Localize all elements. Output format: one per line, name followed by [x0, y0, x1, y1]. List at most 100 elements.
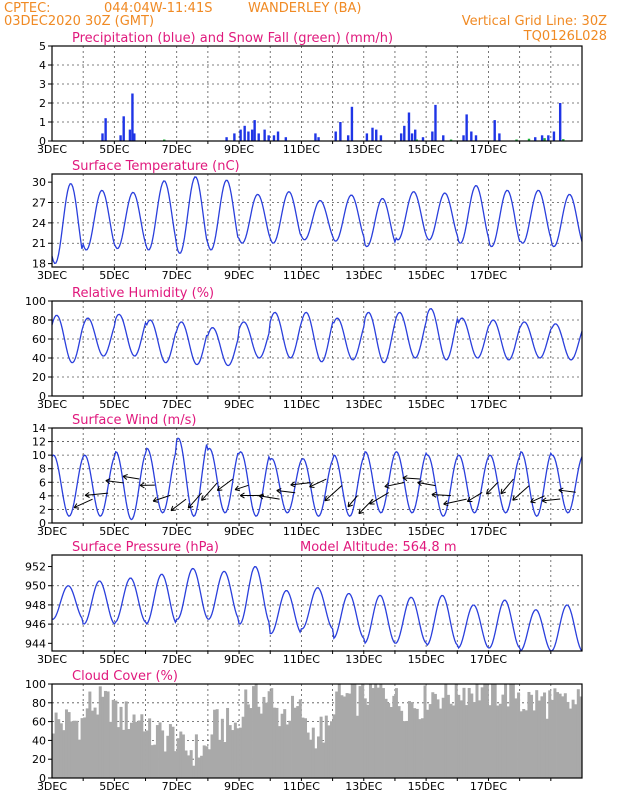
precip-bar [250, 129, 254, 141]
cloud-bar [241, 716, 245, 778]
cloud-bar [426, 709, 430, 778]
cloud-bar [407, 701, 411, 778]
cloud-bar [220, 718, 224, 778]
cloud-bar [472, 702, 476, 778]
cloud-bar [317, 736, 320, 778]
wind-arrowhead [443, 500, 449, 507]
xtick-label-pressure: 9DEC [224, 653, 254, 666]
cloud-bar [254, 684, 258, 778]
cloud-bar [384, 698, 388, 778]
panel-frame-cloud [51, 683, 583, 779]
precip-bar [243, 125, 246, 141]
cloud-bar [410, 702, 414, 778]
cloud-bar [561, 696, 565, 778]
cloud-bar [200, 755, 204, 778]
cloud-bar [361, 684, 365, 778]
cloud-bar [332, 714, 336, 778]
xtick-label-cloud: 17DEC [470, 780, 507, 793]
cloud-bar [124, 701, 128, 778]
wind-arrow [431, 493, 452, 497]
ytick-label-temp: 27 [32, 197, 46, 210]
ytick-label-precip: 3 [39, 78, 46, 91]
wind-arrowhead [239, 492, 245, 499]
series-line-pressure [52, 566, 583, 652]
cloud-bar [433, 693, 437, 778]
cloud-bar [517, 692, 521, 778]
cloud-bar [168, 724, 172, 778]
cloud-bar [293, 707, 297, 778]
xtick-label-temp: 13DEC [345, 269, 382, 282]
cloud-bar [83, 717, 87, 778]
wind-arrow [201, 482, 218, 501]
cloud-bar [475, 684, 479, 778]
cloud-bar [519, 711, 523, 778]
cloud-bar [496, 705, 500, 778]
cloud-bar [483, 684, 487, 778]
xtick-label-rh: 17DEC [470, 398, 507, 411]
cloud-bar [259, 713, 263, 778]
ytick-label-wind: 0 [39, 517, 46, 530]
cloud-bar [142, 731, 146, 778]
wind-arrowhead [558, 487, 564, 494]
cloud-bar [392, 695, 396, 778]
cloud-bar [353, 684, 357, 778]
wind-arrowhead [187, 503, 194, 509]
cloud-bar [233, 722, 237, 778]
cloud-bar [498, 703, 502, 778]
cloud-bar [569, 708, 573, 778]
cloud-bar [59, 723, 63, 778]
cloud-bar [228, 725, 232, 778]
wind-arrowhead [276, 487, 282, 494]
cloud-bar [202, 745, 206, 778]
precip-bar [534, 137, 537, 141]
precip-bar [403, 125, 406, 141]
precip-bar [421, 137, 425, 141]
cloud-bar [129, 722, 133, 778]
cloud-bar [145, 730, 149, 778]
cloud-bar [423, 685, 427, 778]
xtick-label-cloud: 3DEC [37, 780, 67, 793]
cloud-bar [444, 684, 448, 778]
cloud-bar [415, 708, 419, 778]
snow-bar [449, 139, 453, 141]
cloud-bar [394, 688, 398, 778]
precip-bar [128, 129, 132, 141]
cloud-bar [574, 704, 578, 778]
ytick-label-wind: 14 [32, 422, 46, 435]
xtick-label-pressure: 17DEC [470, 653, 507, 666]
xtick-label-pressure: 15DEC [408, 653, 445, 666]
precip-bar [410, 133, 414, 141]
precip-bar [540, 135, 544, 141]
cloud-bar [509, 684, 513, 778]
cloud-bar [563, 693, 567, 778]
panel-annotation-pressure: Model Altitude: 564.8 m [300, 540, 457, 555]
wind-arrow [500, 478, 514, 495]
panel-frame-pressure [51, 554, 583, 652]
xtick-label-pressure: 11DEC [283, 653, 320, 666]
ytick-label-cloud: 80 [32, 697, 46, 710]
cloud-bar [205, 746, 209, 778]
precip-bar [474, 135, 478, 141]
wind-arrow [443, 498, 467, 505]
cloud-bar [249, 708, 253, 778]
precip-bar [276, 131, 280, 141]
panel-frame-temp [51, 173, 583, 268]
cloud-bar [239, 727, 243, 778]
cloud-bar [246, 704, 250, 778]
ytick-label-pressure: 946 [25, 618, 46, 631]
wind-arrow [417, 481, 436, 487]
xtick-label-rh: 3DEC [37, 398, 67, 411]
wind-arrow [152, 494, 171, 502]
xtick-label-cloud: 15DEC [408, 780, 445, 793]
cloud-bar [465, 705, 469, 778]
precip-bar [314, 133, 317, 141]
cloud-bar [446, 694, 450, 778]
cloud-bar [368, 684, 372, 778]
wind-arrow [324, 485, 343, 502]
precip-bar [462, 135, 465, 141]
xtick-label-wind: 3DEC [37, 525, 67, 538]
cloud-bar [342, 696, 346, 778]
cloud-bar [337, 684, 341, 778]
wind-arrowhead [486, 489, 492, 495]
